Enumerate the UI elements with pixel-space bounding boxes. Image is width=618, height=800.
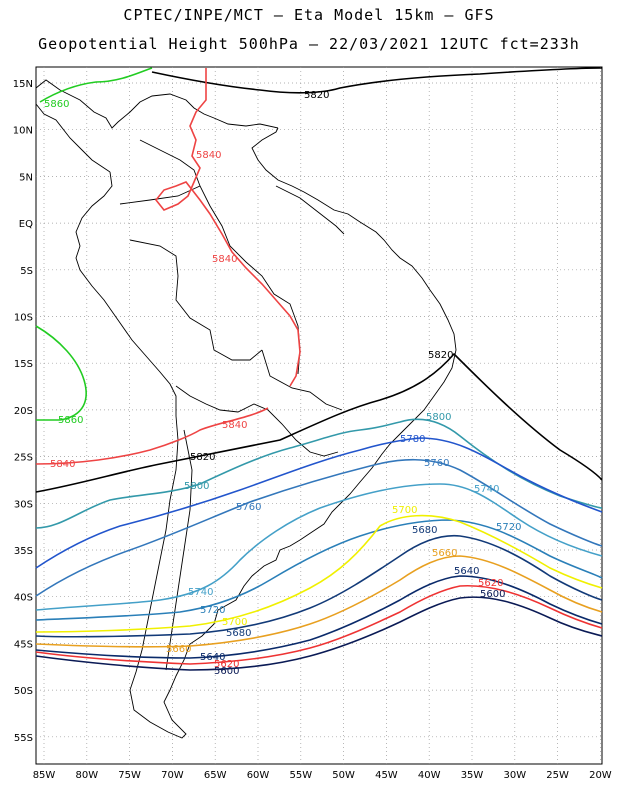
contour-label: 5720 xyxy=(496,522,521,533)
lon-tick-label: 55W xyxy=(289,770,312,781)
lat-tick-label: 5S xyxy=(20,266,33,277)
latitude-axis: 15N 10N 5N EQ 5S 10S 15S 20S 25S 30S 35S 40S 45S 50S 5… xyxy=(13,79,33,744)
map-frame xyxy=(35,66,603,765)
lat-tick-label: 45S xyxy=(14,639,33,650)
contour-5840-amazon xyxy=(154,68,301,387)
contour-5860-west xyxy=(35,325,87,421)
contour-label: 5640 xyxy=(200,652,225,663)
lat-tick-label: 15N xyxy=(13,79,33,90)
border-colombia-venezuela-brazil xyxy=(139,139,301,375)
contour-label: 5620 xyxy=(478,578,503,589)
contour-label: 5600 xyxy=(214,666,239,677)
border-guianas xyxy=(275,185,345,235)
contour-5780 xyxy=(35,437,603,569)
lat-tick-label: 10N xyxy=(13,126,33,137)
lon-tick-label: 40W xyxy=(418,770,441,781)
contour-5820-north xyxy=(151,67,603,94)
lat-tick-label: 30S xyxy=(14,499,33,510)
border-ecuador-peru xyxy=(119,185,201,205)
border-chile-argentina xyxy=(165,429,193,671)
contour-label: 5680 xyxy=(412,525,437,536)
contour-5740 xyxy=(35,483,603,611)
lon-tick-label: 70W xyxy=(161,770,184,781)
lon-tick-label: 35W xyxy=(461,770,484,781)
contour-5760 xyxy=(35,458,603,597)
contour-5840-south xyxy=(35,407,269,465)
contour-label: 5780 xyxy=(400,434,425,445)
lon-tick-label: 25W xyxy=(546,770,569,781)
contour-label: 5840 xyxy=(222,420,247,431)
contour-label: 5860 xyxy=(58,415,83,426)
contour-label: 5760 xyxy=(236,502,261,513)
contour-label: 5620 xyxy=(214,659,239,670)
lat-tick-label: EQ xyxy=(19,219,33,230)
contour-label: 5660 xyxy=(432,548,457,559)
lon-tick-label: 80W xyxy=(75,770,98,781)
contour-5600 xyxy=(35,596,603,671)
contour-5620 xyxy=(35,584,603,665)
contour-5640 xyxy=(35,575,603,659)
lat-tick-label: 20S xyxy=(14,406,33,417)
contour-5720 xyxy=(35,519,603,621)
border-argentina-north xyxy=(175,385,339,457)
lon-tick-label: 85W xyxy=(33,770,56,781)
contour-label: 5700 xyxy=(392,505,417,516)
lon-tick-label: 45W xyxy=(375,770,398,781)
contour-5860-north xyxy=(39,67,153,103)
contour-label: 5720 xyxy=(200,605,225,616)
lat-tick-label: 35S xyxy=(14,546,33,557)
contour-label: 5840 xyxy=(212,254,237,265)
contour-label: 5640 xyxy=(454,566,479,577)
lat-tick-label: 10S xyxy=(14,313,33,324)
contour-label: 5820 xyxy=(304,90,329,101)
lon-tick-label: 20W xyxy=(589,770,612,781)
caribbean-coast xyxy=(35,79,279,129)
contour-labels: 5860 5860 5820 5840 5840 5820 5840 5840 … xyxy=(44,90,521,677)
lon-tick-label: 75W xyxy=(118,770,141,781)
longitude-axis: 85W 80W 75W 70W 65W 60W 55W 50W 45W 40W 35W 30W 25W 2… xyxy=(33,770,612,781)
central-america-coast xyxy=(35,103,111,173)
contour-label: 5860 xyxy=(44,99,69,110)
lat-tick-label: 25S xyxy=(14,453,33,464)
contour-label: 5680 xyxy=(226,628,251,639)
lon-tick-label: 65W xyxy=(204,770,227,781)
south-america-coastline xyxy=(35,79,457,739)
lat-tick-label: 55S xyxy=(14,733,33,744)
contour-label: 5760 xyxy=(424,458,449,469)
border-peru-bolivia xyxy=(129,239,263,361)
lat-tick-label: 40S xyxy=(14,593,33,604)
contour-5820-south xyxy=(35,352,603,493)
contour-label: 5600 xyxy=(480,589,505,600)
contour-5680 xyxy=(35,534,603,638)
contour-label: 5820 xyxy=(190,452,215,463)
contour-5660 xyxy=(35,555,603,648)
continent-coast xyxy=(75,127,457,739)
contour-label: 5840 xyxy=(50,459,75,470)
contour-lines xyxy=(35,67,603,671)
contour-label: 5660 xyxy=(166,644,191,655)
contour-label: 5740 xyxy=(474,484,499,495)
lon-tick-label: 30W xyxy=(503,770,526,781)
border-paraguay xyxy=(261,349,343,411)
lon-tick-label: 50W xyxy=(332,770,355,781)
lat-tick-label: 5N xyxy=(19,172,33,183)
contour-5700 xyxy=(35,514,603,633)
lat-tick-label: 15S xyxy=(14,359,33,370)
lat-lon-grid xyxy=(36,67,602,764)
chart-title-line-2: Geopotential Height 500hPa – 22/03/2021 … xyxy=(38,35,580,53)
contour-label: 5740 xyxy=(188,587,213,598)
contour-label: 5800 xyxy=(426,412,451,423)
lat-tick-label: 50S xyxy=(14,686,33,697)
chart-title-line-1: CPTEC/INPE/MCT – Eta Model 15km – GFS xyxy=(123,6,495,24)
lon-tick-label: 60W xyxy=(247,770,270,781)
contour-label: 5840 xyxy=(196,150,221,161)
contour-label: 5820 xyxy=(428,350,453,361)
contour-label: 5800 xyxy=(184,481,209,492)
contour-5800 xyxy=(35,418,603,529)
contour-label: 5700 xyxy=(222,617,247,628)
